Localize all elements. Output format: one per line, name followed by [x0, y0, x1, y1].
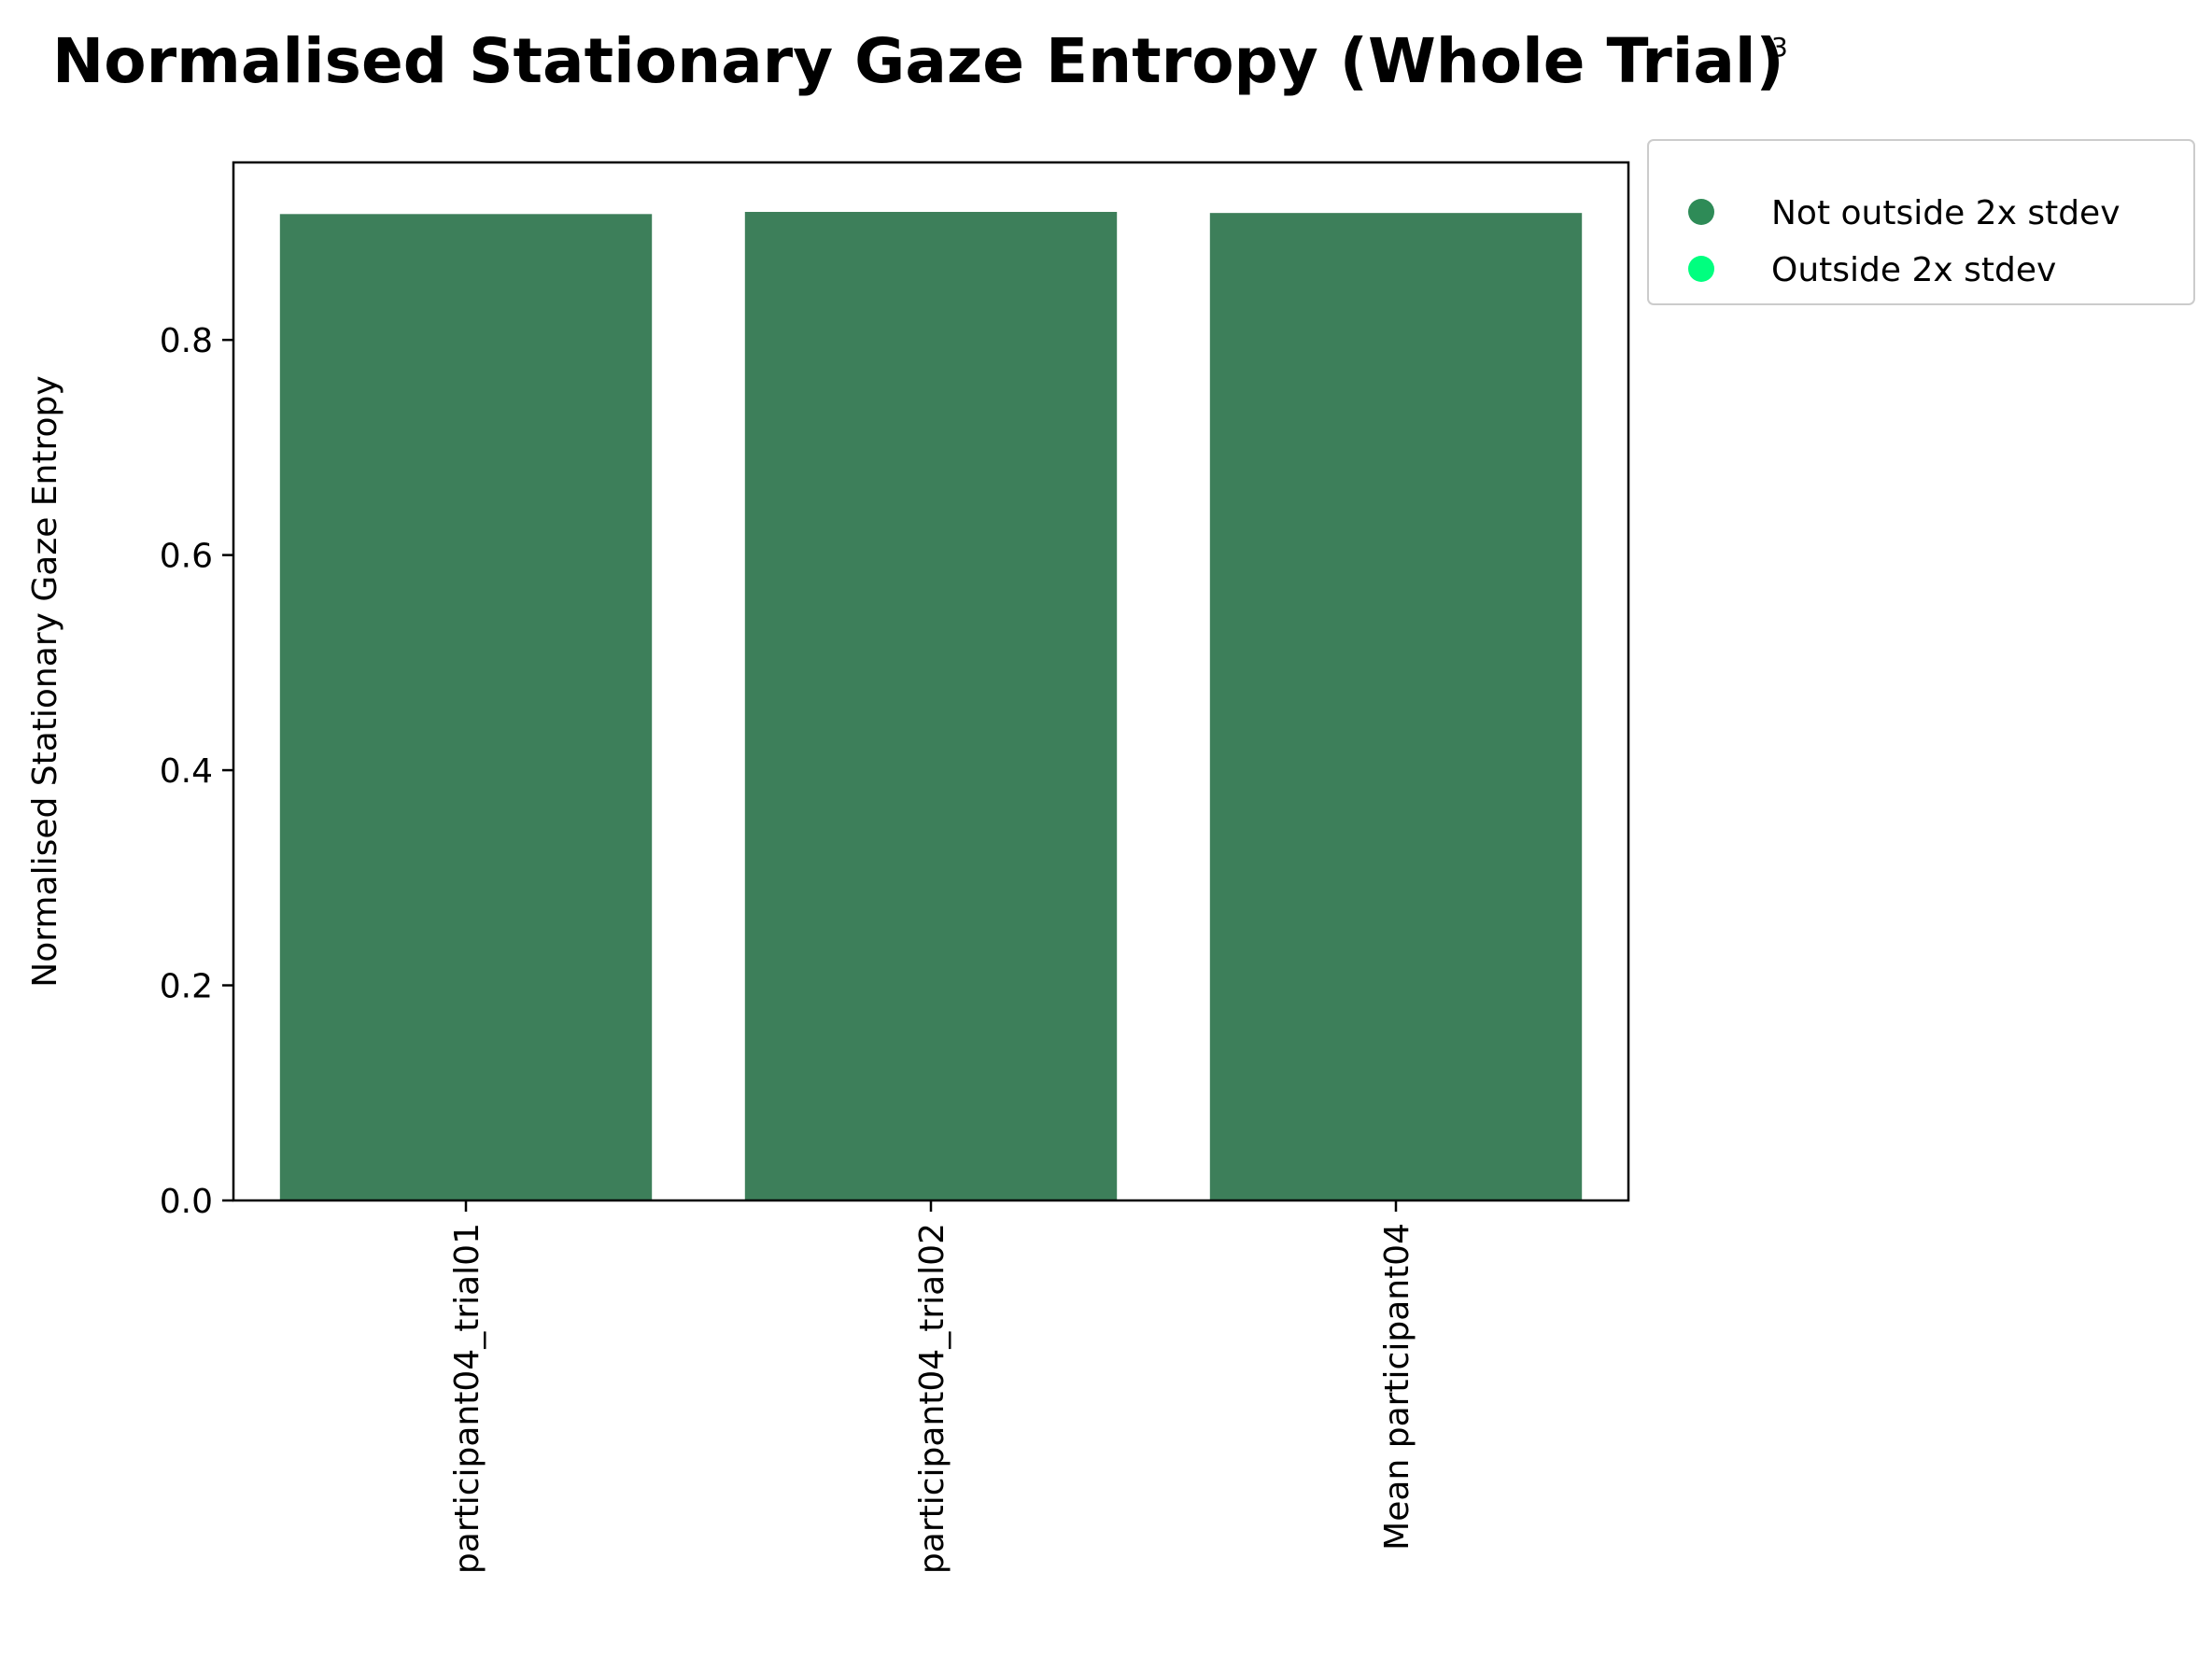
legend-label-0: Not outside 2x stdev: [1771, 194, 2120, 232]
y-tick-label-4: 0.8: [160, 322, 213, 360]
x-tick-label-2: Mean participant04: [1378, 1223, 1416, 1551]
y-tick-label-0: 0.0: [160, 1183, 213, 1221]
y-axis: 0.0 0.2 0.4 0.6 0.8: [160, 322, 233, 1221]
bar-2: [1209, 213, 1583, 1201]
legend: Not outside 2x stdev Outside 2x stdev: [1647, 139, 2195, 305]
y-tick-label-2: 0.4: [160, 752, 213, 791]
bar-1: [744, 212, 1118, 1201]
x-axis: participant04_trial01 participant04_trial…: [448, 1200, 1416, 1574]
x-tick-label-0: participant04_trial01: [448, 1223, 486, 1574]
chart-title: Normalised Stationary Gaze Entropy (Whol…: [52, 25, 1784, 97]
legend-marker-1: [1688, 256, 1714, 282]
legend-label-1: Outside 2x stdev: [1771, 251, 2056, 289]
y-axis-label: Normalised Stationary Gaze Entropy: [26, 375, 64, 987]
legend-frame: [1647, 139, 2195, 305]
x-tick-label-1: participant04_trial02: [913, 1223, 951, 1574]
y-tick-label-1: 0.2: [160, 968, 213, 1006]
legend-marker-0: [1688, 199, 1714, 225]
chart-title-note: 3: [1771, 32, 1788, 63]
y-tick-label-3: 0.6: [160, 538, 213, 576]
bars-group: [279, 212, 1583, 1201]
bar-0: [279, 214, 653, 1201]
